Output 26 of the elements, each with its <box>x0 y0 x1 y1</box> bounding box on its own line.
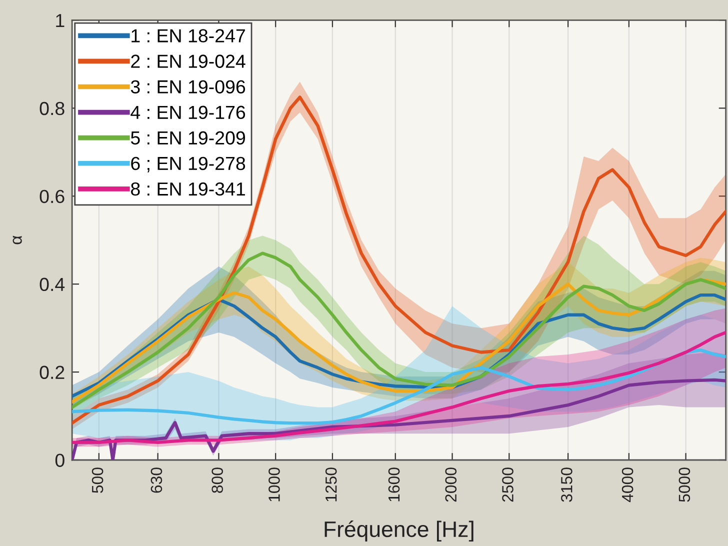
legend-label: 1 : EN 18-247 <box>132 29 245 42</box>
x-tick-label: 1600 <box>388 468 400 502</box>
y-tick-label: 0.6 <box>40 190 64 204</box>
y-axis-title: α <box>12 236 22 244</box>
y-tick-label: 0.2 <box>40 366 64 380</box>
legend-label: 4 : EN 19-176 <box>130 106 246 120</box>
x-tick-label: 800 <box>212 468 224 493</box>
x-tick-label: 1250 <box>325 468 337 502</box>
x-tick-label: 5000 <box>678 468 690 502</box>
y-tick-label: 1 <box>56 14 64 27</box>
x-tick-label: 500 <box>92 468 104 493</box>
x-tick-label: 630 <box>150 468 162 493</box>
legend-label: 2 : EN 19-024 <box>131 54 246 68</box>
legend-label: 5 : EN 19-209 <box>130 131 246 145</box>
x-tick-label: 2000 <box>445 468 457 502</box>
x-tick-label: 3150 <box>561 468 572 502</box>
legend-label: 6 ; EN 19-278 <box>131 156 246 172</box>
x-axis-title: Fréquence [Hz] <box>324 520 474 542</box>
x-tick-label: 1000 <box>268 468 280 502</box>
x-tick-label: 4000 <box>622 468 634 502</box>
y-tick-label: 0 <box>55 454 64 467</box>
y-tick-label: 0.8 <box>40 102 64 116</box>
legend-label: 3 : EN 19-096 <box>130 80 246 94</box>
y-tick-label: 0.4 <box>40 278 65 292</box>
legend-label: 8 : EN 19-341 <box>131 182 245 196</box>
x-tick-label: 2500 <box>502 468 514 502</box>
